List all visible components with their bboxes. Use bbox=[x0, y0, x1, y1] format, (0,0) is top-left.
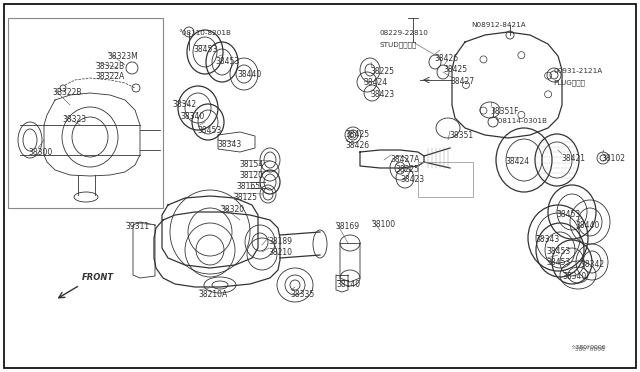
Text: 38421: 38421 bbox=[561, 154, 585, 163]
Text: 38320: 38320 bbox=[220, 205, 244, 214]
Text: 38440: 38440 bbox=[237, 70, 261, 79]
Text: 38125: 38125 bbox=[233, 193, 257, 202]
Text: 38322A: 38322A bbox=[95, 72, 124, 81]
Text: 38102: 38102 bbox=[601, 154, 625, 163]
Text: 38165: 38165 bbox=[236, 182, 260, 191]
Text: 38453: 38453 bbox=[193, 45, 217, 54]
Text: 00931-2121A: 00931-2121A bbox=[553, 68, 602, 74]
Text: 38342: 38342 bbox=[172, 100, 196, 109]
Text: 38351: 38351 bbox=[449, 131, 473, 140]
Text: 38323: 38323 bbox=[62, 115, 86, 124]
Text: 38343: 38343 bbox=[217, 140, 241, 149]
Bar bbox=[418, 162, 473, 197]
Text: 38427A: 38427A bbox=[390, 155, 419, 164]
Text: 38424: 38424 bbox=[363, 78, 387, 87]
Text: 39311: 39311 bbox=[125, 222, 149, 231]
Text: PLUGプラグ: PLUGプラグ bbox=[553, 79, 585, 86]
Text: 38210A: 38210A bbox=[198, 290, 227, 299]
Text: 38424: 38424 bbox=[505, 157, 529, 166]
Bar bbox=[8, 18, 163, 208]
Text: ^380*0006: ^380*0006 bbox=[570, 345, 605, 350]
Text: 38426: 38426 bbox=[345, 141, 369, 150]
Text: 38351F: 38351F bbox=[490, 107, 518, 116]
Text: 38340: 38340 bbox=[180, 112, 204, 121]
Text: 38335: 38335 bbox=[290, 290, 314, 299]
Text: 38300: 38300 bbox=[28, 148, 52, 157]
Text: 38423: 38423 bbox=[400, 175, 424, 184]
Text: 38189: 38189 bbox=[268, 237, 292, 246]
Text: 38426: 38426 bbox=[434, 54, 458, 63]
Text: °08114-0301B: °08114-0301B bbox=[494, 118, 547, 124]
Text: STUDスタッド: STUDスタッド bbox=[380, 41, 417, 48]
Text: 38154: 38154 bbox=[239, 160, 263, 169]
Text: 38427: 38427 bbox=[450, 77, 474, 86]
Text: N08912-8421A: N08912-8421A bbox=[471, 22, 525, 28]
Text: 38343: 38343 bbox=[535, 235, 559, 244]
Text: 38120: 38120 bbox=[239, 171, 263, 180]
Text: 38453: 38453 bbox=[215, 57, 239, 66]
Text: 38323M: 38323M bbox=[107, 52, 138, 61]
Text: ^380*0006: ^380*0006 bbox=[572, 347, 605, 352]
Text: 38440: 38440 bbox=[575, 221, 599, 230]
Text: 38453: 38453 bbox=[197, 126, 221, 135]
Text: 38342: 38342 bbox=[580, 260, 604, 269]
Text: 3B322B: 3B322B bbox=[52, 88, 81, 97]
Text: 38453: 38453 bbox=[546, 258, 570, 267]
Text: 38423: 38423 bbox=[370, 90, 394, 99]
Text: FRONT: FRONT bbox=[82, 273, 114, 282]
Text: 38340: 38340 bbox=[562, 272, 586, 281]
Text: 38425: 38425 bbox=[443, 65, 467, 74]
Text: 38453: 38453 bbox=[556, 210, 580, 219]
Text: 38322B: 38322B bbox=[95, 62, 124, 71]
Text: 38100: 38100 bbox=[371, 220, 395, 229]
Text: 38210: 38210 bbox=[268, 248, 292, 257]
Text: 08229-22810: 08229-22810 bbox=[380, 30, 429, 36]
Text: °08110-8201B: °08110-8201B bbox=[178, 30, 231, 36]
Text: 38140: 38140 bbox=[336, 280, 360, 289]
Text: 38453: 38453 bbox=[546, 247, 570, 256]
Text: 38425: 38425 bbox=[345, 130, 369, 139]
Text: 38169: 38169 bbox=[335, 222, 359, 231]
Text: 38225: 38225 bbox=[395, 165, 419, 174]
Text: 38225: 38225 bbox=[370, 67, 394, 76]
